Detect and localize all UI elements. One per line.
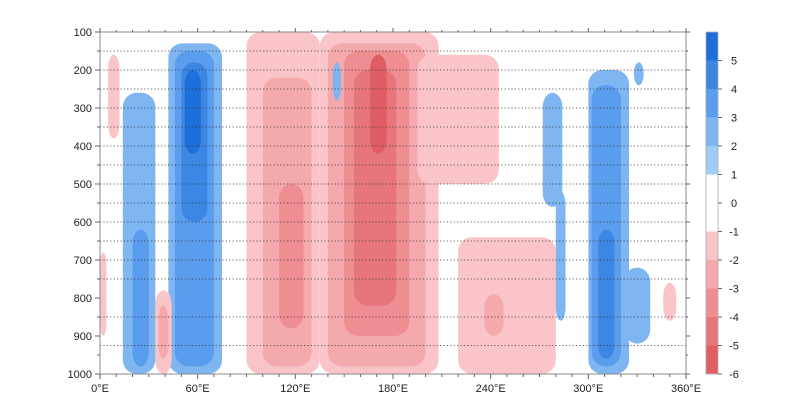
y-tick-label: 200 xyxy=(74,65,92,77)
x-tick-label: 180°E xyxy=(378,383,408,395)
x-tick-label: 60°E xyxy=(186,383,210,395)
colorbar-label: 0 xyxy=(731,198,737,210)
y-tick-label: 700 xyxy=(74,255,92,267)
anomaly-region-blue-283E xyxy=(555,191,566,321)
colorbar-bin xyxy=(706,89,718,118)
colorbar-label: -3 xyxy=(729,284,739,296)
colorbar-label: -2 xyxy=(729,255,739,267)
colorbar-bin xyxy=(706,231,718,260)
colorbar-bin xyxy=(706,345,718,374)
x-tick-label: 300°E xyxy=(573,383,603,395)
colorbar-label: 1 xyxy=(731,170,737,182)
anomaly-region-blue-310E-core xyxy=(598,229,615,359)
anomaly-region-pink-355E xyxy=(663,282,677,321)
y-tick-label: 600 xyxy=(74,217,92,229)
x-tick-label: 120°E xyxy=(280,383,310,395)
colorbar-bin xyxy=(706,174,718,232)
colorbar-bin xyxy=(706,317,718,346)
anomaly-region-red-170E-core3 xyxy=(370,54,387,154)
anomaly-region-blue-275E xyxy=(542,92,563,207)
x-tick-label: 0°E xyxy=(91,383,109,395)
colorbar-bin xyxy=(706,288,718,317)
colorbar-bin xyxy=(706,117,718,146)
colorbar-label: 2 xyxy=(731,141,737,153)
anomaly-region-pink-215E xyxy=(417,54,499,184)
y-tick-label: 100 xyxy=(74,27,92,39)
y-tick-label: 800 xyxy=(74,293,92,305)
anomaly-region-blue-335E xyxy=(624,267,651,344)
colorbar-label: 4 xyxy=(731,84,737,96)
anomaly-region-blue-330E-top xyxy=(633,62,644,86)
colorbar-label: 5 xyxy=(731,56,737,68)
x-tick-label: 240°E xyxy=(476,383,506,395)
y-tick-label: 1000 xyxy=(68,369,92,381)
anomaly-region-blue-55E-core2 xyxy=(184,70,201,154)
anomaly-region-blue-20E-core xyxy=(132,229,149,367)
anomaly-region-pink-8E xyxy=(108,54,120,139)
colorbar-bin xyxy=(706,32,718,61)
vector-rows xyxy=(100,50,686,346)
colorbar-label: -4 xyxy=(729,312,739,324)
anomaly-region-red-120E-core xyxy=(279,184,304,329)
colorbar-bin xyxy=(706,146,718,175)
y-tick-label: 900 xyxy=(74,331,92,343)
colorbar-label: -5 xyxy=(729,341,739,353)
colorbar-label: -1 xyxy=(729,227,739,239)
x-tick-label: 360°E xyxy=(671,383,701,395)
anomaly-region-blue-145E xyxy=(332,62,341,101)
y-tick-label: 400 xyxy=(74,141,92,153)
colorbar: 5 4 3 2 1 0 -1 -2 -3 -4 -5 -6 xyxy=(705,31,739,381)
colorbar-bin xyxy=(706,60,718,89)
anomaly-region-pink-38E-core xyxy=(158,305,169,359)
anomaly-region-pink-250E-mid xyxy=(471,260,547,355)
colorbar-bin xyxy=(706,260,718,289)
y-tick-label: 300 xyxy=(74,103,92,115)
colorbar-label: 3 xyxy=(731,113,737,125)
y-tick-label: 500 xyxy=(74,179,92,191)
anomaly-region-pink-250E-core xyxy=(484,294,504,336)
anomaly-region-pink-0E xyxy=(100,252,107,336)
colorbar-label: -6 xyxy=(729,369,739,381)
shaded-field xyxy=(100,32,677,374)
